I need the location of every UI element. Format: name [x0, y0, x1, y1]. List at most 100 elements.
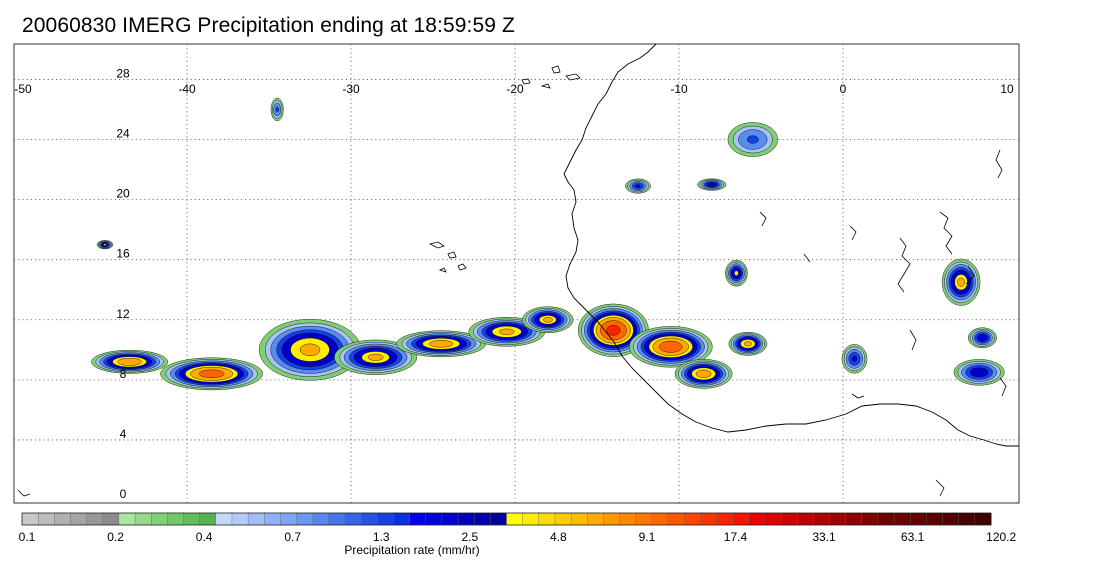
colorbar-title: Precipitation rate (mm/hr) [344, 543, 479, 557]
colorbar: 0.1 0.2 0.4 0.7 1.3 2.5 4.8 9.1 17.4 33.1 63.1 120.… [19, 512, 1017, 544]
precip-cell [968, 327, 997, 349]
precip-contour [606, 324, 621, 336]
precip-contour [706, 182, 718, 187]
colorbar-swatch [54, 512, 71, 526]
colorbar-swatch [425, 512, 443, 526]
precip-contour [851, 355, 858, 362]
colorbar-tick-label: 0.2 [107, 530, 124, 544]
precip-cell [953, 359, 1005, 386]
precip-contour [957, 277, 965, 287]
precip-contour [977, 333, 988, 342]
precip-cell [941, 258, 981, 306]
precip-contour [635, 184, 641, 188]
lon-tick-label: -40 [178, 82, 196, 96]
gridlines [14, 44, 1019, 503]
precip-cell [727, 122, 778, 157]
colorbar-swatch [554, 512, 572, 526]
colorbar-swatch [651, 512, 669, 526]
precip-contour [734, 270, 739, 276]
colorbar-tick-label: 4.8 [550, 530, 567, 544]
colorbar-swatch [409, 512, 427, 526]
colorbar-swatch [377, 512, 394, 526]
precip-cell [91, 349, 169, 374]
precip-cell [841, 344, 868, 374]
colorbar-swatch [780, 512, 798, 526]
precip-cell [96, 240, 114, 250]
colorbar-swatch [490, 512, 508, 526]
colorbar-swatch [344, 512, 362, 526]
colorbar-swatch [538, 512, 556, 526]
colorbar-swatch [280, 512, 298, 526]
colorbar-swatch [21, 512, 39, 526]
precip-contour [117, 357, 142, 366]
colorbar-swatch [716, 512, 734, 526]
colorbar-swatch [974, 512, 992, 526]
lat-tick-label: 28 [116, 66, 130, 80]
precip-cell [258, 319, 362, 381]
coastline [563, 44, 1019, 447]
colorbar-swatch [199, 512, 217, 526]
borders [17, 149, 1007, 497]
precip-cell [468, 317, 546, 347]
lon-tick-label: -20 [506, 82, 524, 96]
precip-cell [578, 303, 649, 357]
colorbar-tick-label: 9.1 [639, 530, 656, 544]
lat-tick-label: 4 [120, 427, 127, 441]
precip-contour [659, 340, 683, 353]
precip-contour [499, 328, 515, 335]
colorbar-swatch [522, 512, 540, 526]
map-frame [13, 43, 1020, 504]
colorbar-tick-label: 33.1 [812, 530, 836, 544]
colorbar-swatch [247, 512, 265, 526]
lat-tick-label: 8 [120, 367, 127, 381]
precip-contour [746, 135, 759, 144]
lon-tick-label: -30 [342, 82, 360, 96]
colorbar-tick-label: 17.4 [724, 530, 748, 544]
colorbar-swatch [910, 512, 927, 526]
precip-cell [674, 359, 733, 389]
colorbar-swatch [457, 512, 475, 526]
axis-labels: -50 -40 -30 -20 -10 0 10 0 4 8 12 16 20 24 28 [14, 66, 1014, 501]
precip-cell [725, 259, 748, 287]
colorbar-swatch [861, 512, 879, 526]
colorbar-swatch [86, 512, 104, 526]
colorbar-swatch [813, 512, 830, 526]
colorbar-swatch [570, 512, 588, 526]
precip-contour [367, 353, 384, 361]
colorbar-swatch [118, 512, 136, 526]
colorbar-swatch [231, 512, 249, 526]
lat-tick-label: 24 [116, 127, 130, 141]
precip-contour [743, 341, 752, 347]
colorbar-swatch [845, 512, 863, 526]
lat-tick-label: 12 [116, 307, 130, 321]
colorbar-swatch [635, 512, 653, 526]
colorbar-swatch [700, 512, 717, 526]
precip-contour [429, 340, 454, 348]
colorbar-swatch [102, 512, 120, 526]
colorbar-swatch [167, 512, 185, 526]
precip-cell [625, 178, 651, 194]
chart-title: 20060830 IMERG Precipitation ending at 1… [22, 14, 515, 37]
colorbar-swatch [474, 512, 491, 526]
colorbar-swatch [150, 512, 168, 526]
precip-contour [695, 369, 712, 378]
precip-contour [198, 369, 225, 378]
lon-tick-label: -50 [14, 82, 32, 96]
colorbar-tick-label: 1.3 [373, 530, 390, 544]
precip-cell [728, 331, 768, 356]
precip-cell [396, 330, 486, 358]
colorbar-swatch [37, 512, 55, 526]
colorbar-swatch [748, 512, 766, 526]
colorbar-tick-label: 0.1 [19, 530, 36, 544]
colorbar-swatch [829, 512, 847, 526]
colorbar-tick-label: 0.7 [284, 530, 301, 544]
precip-cell [270, 97, 284, 122]
colorbar-swatch [441, 512, 459, 526]
colorbar-swatch [393, 512, 411, 526]
colorbar-swatch [926, 512, 944, 526]
colorbar-swatch [958, 512, 976, 526]
precip-contour [542, 317, 553, 323]
colorbar-frame [21, 512, 992, 526]
colorbar-swatch [667, 512, 685, 526]
